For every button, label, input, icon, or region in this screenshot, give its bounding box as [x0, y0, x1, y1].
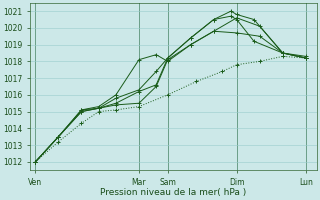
- X-axis label: Pression niveau de la mer( hPa ): Pression niveau de la mer( hPa ): [100, 188, 247, 197]
